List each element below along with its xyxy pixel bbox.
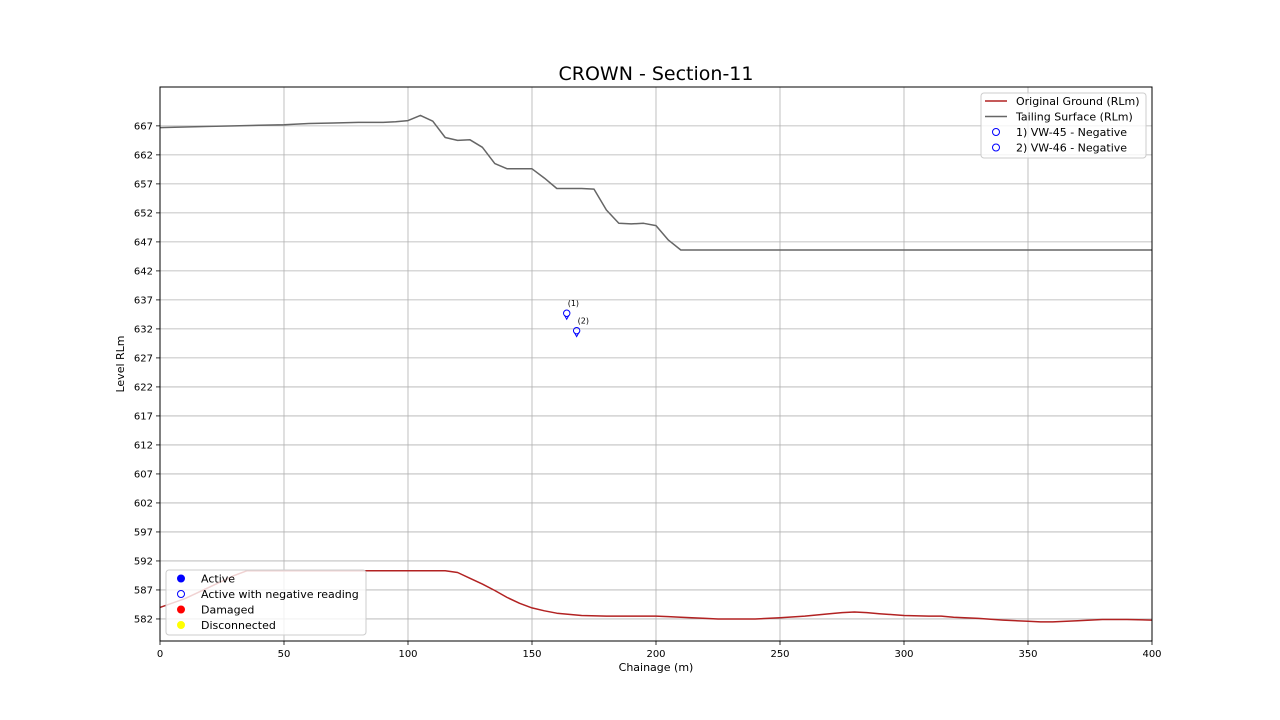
- x-tick-label: 300: [894, 649, 913, 660]
- y-axis-ticks: 582 587 592 597 602 607 612 617 622 627 632 637 642 6…: [134, 121, 160, 625]
- x-tick-label: 400: [1142, 649, 1161, 660]
- x-tick-label: 0: [157, 649, 163, 660]
- y-tick-label: 652: [134, 208, 153, 219]
- y-tick-label: 617: [134, 411, 153, 422]
- x-tick-label: 100: [398, 649, 417, 660]
- legend-status-label: Disconnected: [201, 619, 276, 632]
- legend-status-swatch: [177, 621, 185, 629]
- marker-layer: (1) (2): [563, 299, 589, 338]
- legend-status-label: Active: [201, 573, 235, 586]
- legend-status-swatch: [177, 574, 185, 583]
- legend-series-label: Tailing Surface (RLm): [1015, 111, 1133, 124]
- legend-series: Original Ground (RLm) Tailing Surface (RL…: [980, 92, 1147, 159]
- tailing-surface-line: [159, 114, 1152, 251]
- y-tick-label: 627: [134, 353, 153, 364]
- y-tick-label: 582: [134, 614, 153, 625]
- y-tick-label: 657: [134, 179, 153, 190]
- legend-status: Active Active with negative reading Damage…: [165, 569, 367, 636]
- grid: [159, 87, 1153, 641]
- instrument-marker: [572, 326, 581, 335]
- x-axis-title: Chainage (m): [619, 661, 694, 674]
- y-tick-label: 597: [134, 527, 153, 538]
- y-tick-label: 632: [134, 324, 153, 335]
- legend-instrument-2-swatch: [992, 143, 1000, 152]
- y-tick-label: 667: [134, 121, 153, 132]
- x-tick-label: 200: [646, 649, 665, 660]
- y-tick-label: 612: [134, 440, 153, 451]
- y-tick-label: 607: [134, 469, 153, 480]
- legend-status-swatch: [177, 590, 185, 598]
- instrument-pin-icon: [574, 332, 580, 338]
- y-tick-label: 592: [134, 556, 153, 567]
- instrument-label: (1): [568, 299, 579, 308]
- chart-title: CROWN - Section-11: [559, 63, 754, 85]
- y-tick-label: 622: [134, 382, 153, 393]
- x-tick-label: 350: [1018, 649, 1037, 660]
- instrument-pin-icon: [564, 315, 570, 321]
- legend-status-swatch: [177, 605, 185, 614]
- y-axis-title: Level RLm: [114, 335, 127, 392]
- legend-series-label: 2) VW-46 - Negative: [1016, 142, 1127, 155]
- x-tick-label: 50: [278, 649, 291, 660]
- y-tick-label: 642: [134, 266, 153, 277]
- legend-instrument-1-swatch: [992, 128, 1000, 136]
- legend-status-label: Damaged: [201, 604, 254, 617]
- legend-series-label: 1) VW-45 - Negative: [1016, 126, 1127, 139]
- legend-status-label: Active with negative reading: [201, 588, 359, 601]
- legend-status-frame: [165, 569, 367, 636]
- x-tick-label: 250: [770, 649, 789, 660]
- legend-series-frame: [980, 92, 1147, 159]
- y-tick-label: 587: [134, 585, 153, 596]
- x-tick-label: 150: [522, 649, 541, 660]
- instrument-marker: [563, 309, 571, 317]
- legend-series-label: Original Ground (RLm): [1016, 95, 1140, 108]
- y-tick-label: 647: [134, 237, 153, 248]
- x-axis-ticks: 0 50 100 150 200 250 300 350 400: [157, 641, 1162, 660]
- y-tick-label: 662: [134, 150, 153, 161]
- y-tick-label: 637: [134, 295, 153, 306]
- instrument-label: (2): [578, 317, 589, 326]
- y-tick-label: 602: [134, 498, 153, 509]
